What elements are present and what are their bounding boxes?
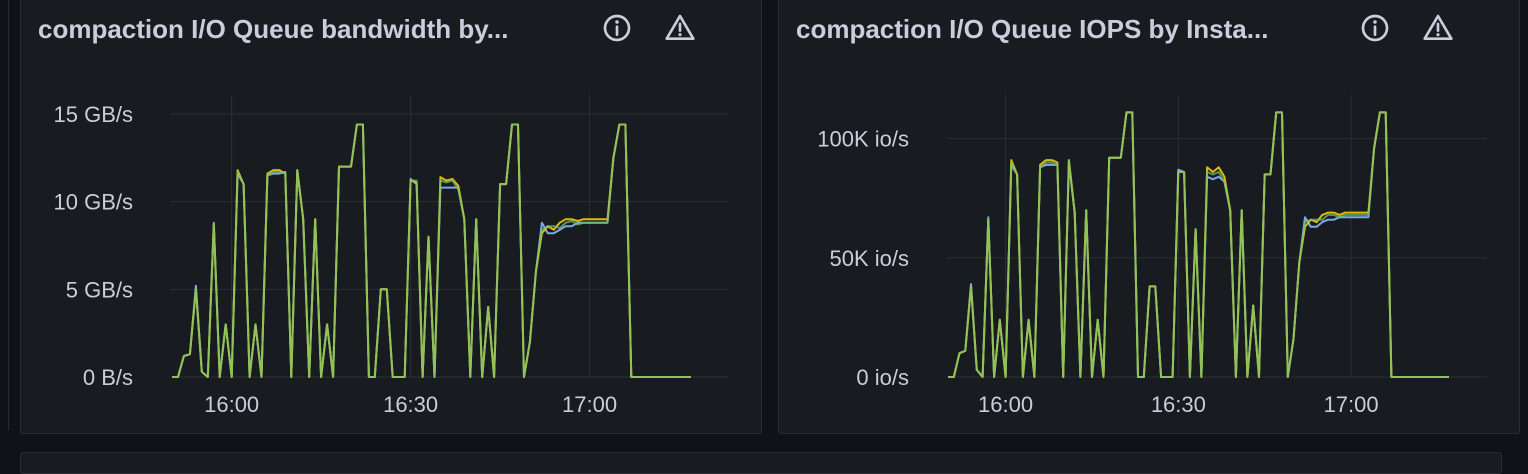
y-tick-label: 10 GB/s	[54, 190, 133, 215]
y-tick-label: 5 GB/s	[66, 277, 133, 302]
next-panel-edge	[20, 452, 1502, 474]
series-line-3	[948, 111, 1449, 378]
y-tick-label: 100K io/s	[817, 127, 909, 152]
bandwidth-chart: 0 B/s 5 GB/s 10 GB/s 15 GB/s 16:00 16:30 17:00	[54, 95, 729, 417]
warning-triangle-icon[interactable]	[1422, 12, 1454, 44]
x-tick-label: 17:00	[1324, 392, 1379, 417]
bandwidth-panel[interactable]: compaction I/O Queue bandwidth by... 0 B…	[20, 0, 762, 434]
warning-triangle-icon[interactable]	[664, 12, 696, 44]
x-tick-label: 16:30	[1151, 392, 1206, 417]
x-tick-label: 16:00	[978, 392, 1033, 417]
panel-title[interactable]: compaction I/O Queue bandwidth by...	[38, 14, 509, 44]
y-tick-label: 0 io/s	[856, 365, 909, 390]
x-tick-label: 17:00	[562, 392, 617, 417]
series-line-3	[172, 123, 691, 378]
x-tick-label: 16:00	[204, 392, 259, 417]
previous-panel-edge	[0, 0, 9, 430]
x-tick-label: 16:30	[383, 392, 438, 417]
y-tick-label: 15 GB/s	[54, 102, 133, 127]
iops-chart: 0 io/s 50K io/s 100K io/s 16:00 16:30 17:00	[817, 95, 1487, 417]
iops-panel[interactable]: compaction I/O Queue IOPS by Insta... 0 …	[778, 0, 1520, 434]
panel-title[interactable]: compaction I/O Queue IOPS by Insta...	[796, 14, 1269, 44]
y-tick-label: 0 B/s	[83, 365, 133, 390]
info-circle-icon[interactable]	[1359, 12, 1391, 44]
info-circle-icon[interactable]	[601, 12, 633, 44]
y-tick-label: 50K io/s	[830, 246, 910, 271]
